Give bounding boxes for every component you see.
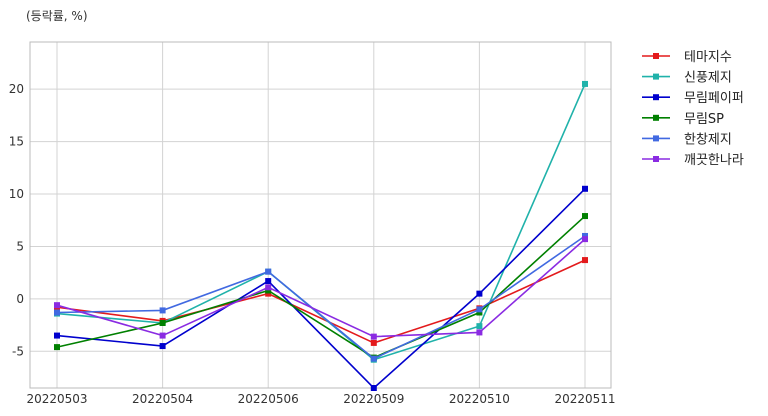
- series: [54, 80, 588, 363]
- data-point: [370, 385, 377, 391]
- x-tick-label: 20220510: [449, 392, 510, 406]
- data-point: [159, 343, 166, 350]
- legend-entry: 한창제지: [642, 132, 732, 147]
- series-line: [56, 235, 586, 360]
- data-point: [265, 290, 272, 297]
- y-tick-label: 5: [16, 239, 24, 253]
- data-point: [582, 257, 588, 264]
- y-axis-label: (등락률, %): [26, 9, 88, 23]
- data-point: [370, 355, 377, 362]
- y-tick-label: -5: [12, 344, 24, 358]
- series-group: [54, 80, 588, 391]
- data-point: [159, 319, 166, 326]
- legend-entry: 무림페이퍼: [642, 91, 744, 106]
- data-point: [476, 309, 483, 316]
- y-tick-label: 10: [9, 187, 24, 201]
- x-tick-label: 20220503: [26, 392, 87, 406]
- y-tick-label: 15: [9, 135, 24, 149]
- data-point: [265, 268, 272, 275]
- series-line: [56, 238, 586, 338]
- data-point: [370, 339, 377, 346]
- data-point: [582, 236, 588, 243]
- data-point: [54, 302, 60, 309]
- series: [54, 213, 588, 361]
- data-point: [265, 278, 272, 285]
- legend-label: 테마지수: [684, 50, 732, 65]
- data-point: [265, 284, 272, 291]
- legend-marker: [653, 156, 659, 162]
- data-point: [476, 323, 483, 330]
- legend-label: 무림SP: [684, 112, 724, 127]
- data-point: [582, 185, 588, 192]
- data-point: [54, 344, 60, 351]
- data-point: [159, 307, 166, 314]
- plot-frame: [29, 41, 612, 389]
- data-point: [476, 306, 483, 313]
- legend-entry: 무림SP: [642, 112, 724, 127]
- data-point: [476, 290, 483, 297]
- legend-marker: [653, 94, 659, 101]
- x-tick-label: 20220509: [343, 392, 404, 406]
- data-point: [265, 287, 272, 294]
- series-line: [56, 188, 586, 390]
- legend-entry: 신풍제지: [642, 71, 732, 86]
- series: [54, 257, 588, 346]
- y-tick-labels: -5 0 5 10 15 20: [9, 82, 24, 358]
- legend-label: 무림페이퍼: [684, 91, 744, 106]
- legend-entry: 테마지수: [642, 50, 732, 65]
- data-point: [582, 80, 588, 87]
- grid: [30, 42, 611, 388]
- data-point: [582, 213, 588, 220]
- x-tick-label: 20220506: [238, 392, 299, 406]
- series: [54, 236, 588, 340]
- y-tick-label: 0: [16, 292, 24, 306]
- data-point: [54, 309, 60, 316]
- series: [54, 185, 588, 391]
- legend-marker: [653, 135, 659, 142]
- x-tick-label: 20220511: [554, 392, 615, 406]
- legend-label: 한창제지: [684, 132, 732, 147]
- data-point: [476, 329, 483, 336]
- x-tick-label: 20220504: [132, 392, 193, 406]
- y-tick-label: 20: [9, 82, 24, 96]
- data-point: [159, 332, 166, 339]
- legend-marker: [653, 114, 659, 121]
- series-line: [56, 259, 586, 344]
- series-line: [56, 215, 586, 359]
- data-point: [582, 232, 588, 239]
- legend-marker: [653, 73, 659, 80]
- x-tick-labels: 20220503 20220504 20220506 20220509 20220510…: [26, 392, 615, 406]
- series: [54, 232, 588, 362]
- data-point: [54, 332, 60, 339]
- legend-marker: [653, 53, 659, 59]
- legend-label: 깨끗한나라: [684, 153, 744, 168]
- data-point: [370, 333, 377, 340]
- legend-entry: 깨끗한나라: [642, 153, 744, 168]
- legend-label: 신풍제지: [684, 71, 732, 86]
